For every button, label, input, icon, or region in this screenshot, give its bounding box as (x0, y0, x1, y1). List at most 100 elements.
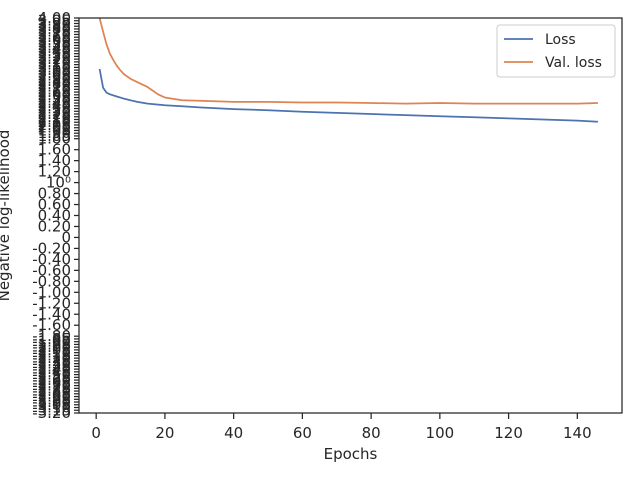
y-tick-clutter-label: 2.40 (38, 97, 71, 115)
y-tick-clutter-label: 1.95 (38, 121, 71, 139)
y-tick-clutter-label: -2.05 (32, 341, 71, 359)
y-tick-clutter-label: 2.05 (38, 116, 71, 134)
y-tick-clutter-label: 3.60 (38, 31, 71, 49)
series-line-val-loss (98, 17, 598, 105)
y-tick-label: 0 (61, 228, 71, 246)
y-tick-clutter-label: 4.00 (38, 9, 71, 27)
y-tick-clutter-label: 3.80 (38, 20, 71, 38)
y-tick-clutter-label: 3.15 (38, 56, 71, 74)
y-axis-ticks: 1.801.601.401.2010⁰0.800.600.400.200-0.2… (32, 130, 79, 345)
x-tick-label: 40 (224, 424, 243, 442)
y-tick-clutter-label: -2.75 (32, 379, 71, 397)
y-tick-clutter-label: -1.85 (32, 330, 71, 348)
y-tick-clutter-label: 3.65 (38, 28, 71, 46)
x-tick-label: 60 (293, 424, 312, 442)
y-tick-clutter-label: 3.75 (38, 23, 71, 41)
y-tick-clutter-label: -3.15 (32, 401, 71, 419)
y-tick-clutter-label: 2.35 (38, 100, 71, 118)
y-tick-clutter-label: 3.95 (38, 12, 71, 30)
y-tick-clutter-label: 2.45 (38, 94, 71, 112)
y-tick-clutter-label: 1.85 (38, 127, 71, 145)
y-tick-clutter-label: -2.65 (32, 374, 71, 392)
y-tick-label: -0.80 (32, 272, 71, 290)
y-tick-clutter-label: 2.25 (38, 105, 71, 123)
x-tick-label: 0 (91, 424, 101, 442)
y-tick-clutter-label: -2.40 (32, 360, 71, 378)
y-tick-clutter-label: 2.20 (38, 108, 71, 126)
y-tick-clutter-label: 3.25 (38, 50, 71, 68)
y-tick-clutter-label: -2.30 (32, 355, 71, 373)
y-tick-clutter-label: 2.55 (38, 89, 71, 107)
y-tick-label: 0.20 (38, 217, 71, 235)
y-tick-label: -0.60 (32, 261, 71, 279)
y-tick-label: -1.00 (32, 283, 71, 301)
y-tick-clutter-label: 2.65 (38, 83, 71, 101)
y-tick-clutter-label: -2.35 (32, 357, 71, 375)
y-tick-clutter-label: 2.95 (38, 67, 71, 85)
y-tick-clutter-label: 2.90 (38, 69, 71, 87)
y-tick-clutter-label: 2.10 (38, 113, 71, 131)
y-tick-clutter-label: 2.75 (38, 78, 71, 96)
y-tick-clutter-label: 2.30 (38, 102, 71, 120)
y-tick-label: -0.40 (32, 250, 71, 268)
x-axis-ticks: 0 20 40 60 80 100 120 140 (91, 413, 592, 442)
y-tick-clutter-label: -3.20 (32, 404, 71, 422)
y-tick-clutter-label: 3.55 (38, 34, 71, 52)
y-tick-clutter-label: 3.20 (38, 53, 71, 71)
y-tick-clutter-label: 3.85 (38, 17, 71, 35)
y-tick-clutter-label: -2.10 (32, 344, 71, 362)
plot-frame (78, 17, 623, 414)
series-line-loss (98, 68, 598, 123)
y-tick-clutter-label: -2.55 (32, 368, 71, 386)
y-tick-clutter-label: -2.45 (32, 363, 71, 381)
y-tick-clutter-label: -2.90 (32, 388, 71, 406)
x-axis-title: Epochs (324, 445, 378, 463)
y-tick-label: 1.20 (38, 163, 71, 181)
y-axis-title: Negative log-likelihood (0, 130, 13, 302)
y-tick-clutter-label: -2.95 (32, 390, 71, 408)
y-tick-label: 0.60 (38, 196, 71, 214)
y-tick-label: -1.80 (32, 327, 71, 345)
y-tick-label: -1.40 (32, 305, 71, 323)
y-tick-clutter-label: 3.70 (38, 25, 71, 43)
y-tick-clutter-label: 3.05 (38, 61, 71, 79)
y-tick-clutter-label: 2.60 (38, 86, 71, 104)
legend-label: Loss (545, 32, 576, 48)
y-tick-clutter-label: -1.90 (32, 333, 71, 351)
y-tick-label: -0.20 (32, 239, 71, 257)
y-tick-label: 10⁰ (46, 174, 71, 192)
x-tick-label: 120 (494, 424, 523, 442)
y-tick-clutter-label: 2.15 (38, 110, 71, 128)
y-tick-clutter-label: -3.05 (32, 396, 71, 414)
y-tick-clutter-label: -2.00 (32, 338, 71, 356)
x-tick-label: 100 (426, 424, 455, 442)
y-tick-clutter-label: -2.70 (32, 377, 71, 395)
y-tick-label: 1.60 (38, 141, 71, 159)
legend[interactable]: Loss Val. loss (496, 24, 616, 78)
y-tick-clutter-label: 2.70 (38, 80, 71, 98)
y-tick-clutter-label: -2.85 (32, 385, 71, 403)
y-tick-clutter-label: -3.10 (32, 399, 71, 417)
y-tick-label: -1.20 (32, 294, 71, 312)
y-tick-clutter-label: -2.15 (32, 346, 71, 364)
series-group (98, 17, 598, 123)
y-tick-clutter-label: 3.10 (38, 58, 71, 76)
y-tick-label: 0.80 (38, 185, 71, 203)
y-tick-clutter-label: -3.00 (32, 393, 71, 411)
y-tick-clutter-label: -1.95 (32, 335, 71, 353)
x-tick-label: 20 (155, 424, 174, 442)
legend-label: Val. loss (545, 55, 602, 71)
y-tick-label: 1.40 (38, 152, 71, 170)
y-tick-clutter: 4.003.953.903.853.803.753.703.653.603.55… (32, 9, 79, 422)
y-tick-label: -1.60 (32, 316, 71, 334)
y-tick-clutter-label: 3.50 (38, 36, 71, 54)
y-tick-clutter-label: 3.90 (38, 14, 71, 32)
y-tick-label: 1.80 (38, 130, 71, 148)
y-tick-clutter-label: 2.85 (38, 72, 71, 90)
legend-box (496, 24, 616, 78)
y-tick-clutter-label: 3.30 (38, 47, 71, 65)
y-tick-clutter-label: 3.35 (38, 45, 71, 63)
y-tick-clutter-label: 3.00 (38, 64, 71, 82)
